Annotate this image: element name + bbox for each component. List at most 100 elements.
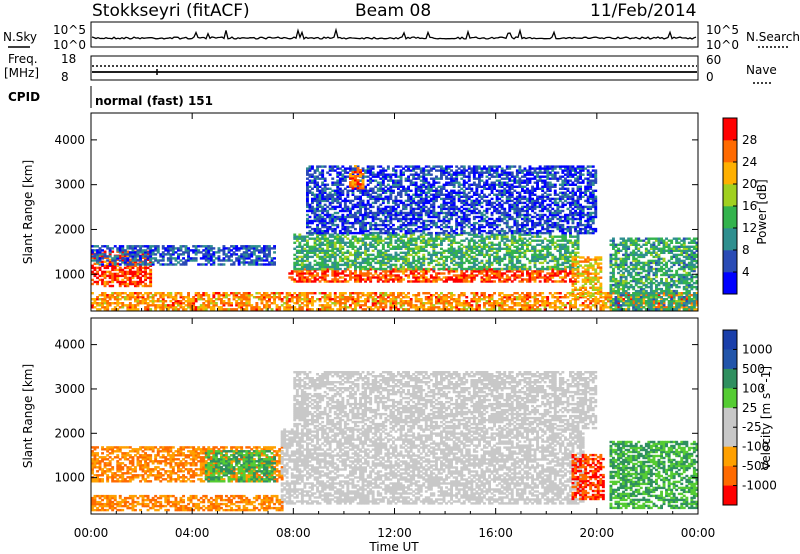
- heatmap-cell: [139, 280, 142, 284]
- heatmap-cell: [321, 221, 325, 225]
- heatmap-cell: [561, 229, 565, 233]
- heatmap-cell: [460, 199, 464, 203]
- heatmap-cell: [485, 276, 489, 279]
- heatmap-cell: [412, 261, 416, 265]
- heatmap-cell: [467, 217, 471, 221]
- heatmap-cell: [526, 274, 529, 277]
- heatmap-cell: [422, 255, 426, 259]
- heatmap-cell: [546, 255, 550, 259]
- heatmap-cell: [447, 221, 451, 225]
- heatmap-cell: [389, 278, 393, 281]
- heatmap-cell: [467, 261, 471, 265]
- heatmap-cell: [397, 175, 400, 178]
- heatmap-cell: [460, 195, 464, 198]
- heatmap-cell: [483, 209, 486, 213]
- heatmap-cell: [321, 257, 325, 261]
- heatmap-cell: [326, 241, 330, 244]
- heatmap-cell: [356, 253, 360, 257]
- heatmap-cell: [331, 219, 335, 223]
- heatmap-cell: [498, 185, 502, 188]
- heatmap-cell: [354, 203, 357, 207]
- heatmap-cell: [412, 267, 416, 271]
- heatmap-cell: [485, 261, 489, 265]
- heatmap-cell: [513, 278, 517, 281]
- heatmap-cell: [414, 243, 418, 246]
- heatmap-cell: [447, 193, 451, 196]
- heatmap-cell: [407, 165, 410, 168]
- heatmap-cell: [392, 229, 395, 233]
- heatmap-cell: [354, 215, 357, 219]
- heatmap-cell: [526, 205, 529, 209]
- heatmap-cell: [98, 274, 102, 278]
- heatmap-cell: [500, 237, 504, 240]
- heatmap-cell: [371, 227, 375, 231]
- heatmap-cell: [151, 253, 155, 256]
- heatmap-cell: [295, 280, 299, 283]
- heatmap-cell: [349, 201, 352, 205]
- heatmap-cell: [149, 253, 153, 256]
- heatmap-cell: [321, 237, 325, 240]
- heatmap-cell: [369, 189, 373, 192]
- heatmap-cell: [561, 239, 565, 242]
- heatmap-cell: [313, 237, 317, 240]
- heatmap-cell: [480, 167, 484, 170]
- heatmap-cell: [126, 250, 130, 253]
- heatmap-cell: [359, 223, 362, 227]
- heatmap-cell: [354, 245, 357, 248]
- heatmap-cell: [495, 267, 499, 271]
- heatmap-cell: [579, 195, 582, 198]
- heatmap-cell: [574, 199, 577, 203]
- heatmap-cell: [404, 251, 408, 254]
- heatmap-cell: [311, 247, 314, 250]
- heatmap-cell: [457, 209, 461, 213]
- heatmap-cell: [523, 253, 527, 257]
- heatmap-cell: [508, 167, 512, 170]
- heatmap-cell: [333, 181, 337, 184]
- heatmap-cell: [460, 272, 464, 275]
- heatmap-cell: [118, 274, 122, 278]
- heatmap-cell: [422, 221, 426, 225]
- heatmap-cell: [571, 235, 575, 238]
- heatmap-cell: [214, 257, 218, 260]
- heatmap-cell: [303, 265, 307, 269]
- heatmap-cell: [349, 213, 352, 217]
- heatmap-cell: [574, 247, 577, 250]
- heatmap-cell: [422, 261, 426, 265]
- heatmap-cell: [538, 267, 542, 271]
- heatmap-cell: [230, 249, 233, 252]
- heatmap-cell: [369, 181, 373, 184]
- heatmap-cell: [331, 251, 335, 254]
- heatmap-cell: [366, 235, 370, 238]
- heatmap-cell: [308, 175, 312, 178]
- heatmap-cell: [417, 237, 421, 240]
- heatmap-cell: [513, 239, 517, 242]
- heatmap-cell: [316, 223, 319, 227]
- heatmap-cell: [371, 173, 375, 176]
- heatmap-cell: [523, 185, 527, 188]
- heatmap-cell: [437, 263, 441, 267]
- heatmap-cell: [561, 215, 565, 219]
- heatmap-cell: [321, 263, 325, 267]
- heatmap-cell: [495, 217, 499, 221]
- heatmap-cell: [402, 185, 405, 188]
- heatmap-cell: [566, 207, 570, 211]
- heatmap-cell: [472, 169, 476, 172]
- heatmap-cell: [508, 247, 512, 250]
- heatmap-cell: [361, 241, 365, 244]
- heatmap-cell: [389, 243, 393, 246]
- heatmap-cell: [116, 250, 120, 253]
- heatmap-cell: [531, 219, 534, 223]
- heatmap-cell: [341, 241, 345, 244]
- heatmap-cell: [432, 278, 436, 281]
- heatmap-cell: [336, 205, 340, 209]
- heatmap-cell: [326, 183, 330, 186]
- heatmap-cell: [376, 189, 380, 192]
- heatmap-cell: [566, 197, 570, 201]
- heatmap-cell: [427, 213, 431, 217]
- heatmap-cell: [498, 257, 502, 261]
- heatmap-cell: [472, 199, 476, 203]
- heatmap-cell: [452, 185, 456, 188]
- heatmap-cell: [371, 197, 375, 201]
- heatmap-cell: [371, 179, 375, 182]
- heatmap-cell: [505, 167, 509, 170]
